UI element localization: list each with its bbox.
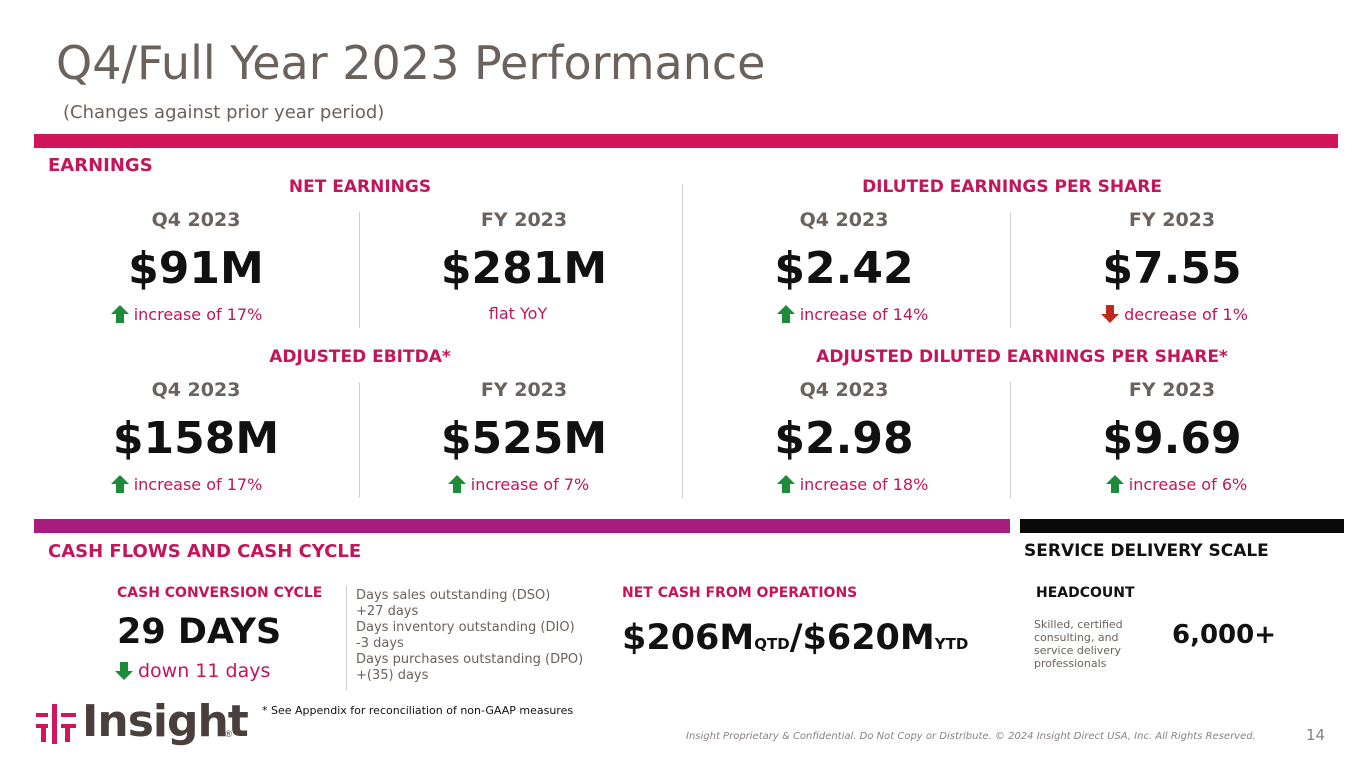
insight-logo: Insight ® bbox=[36, 696, 249, 754]
ytd-value: $620M bbox=[802, 618, 935, 658]
diluted-eps-q4-change: increase of 14% bbox=[732, 304, 972, 324]
qtd-suffix: QTD bbox=[754, 635, 790, 653]
ccc-change: down 11 days bbox=[114, 660, 270, 682]
service-section-label: SERVICE DELIVERY SCALE bbox=[1024, 541, 1269, 561]
net-earnings-q4-change: increase of 17% bbox=[66, 304, 306, 324]
net-earnings-heading: NET EARNINGS bbox=[288, 177, 432, 197]
net-earnings-fy-value: $281M bbox=[440, 243, 608, 294]
diluted-eps-q4-period: Q4 2023 bbox=[799, 209, 889, 231]
page-number: 14 bbox=[1306, 726, 1326, 744]
ebitda-fy-value: $525M bbox=[440, 413, 608, 464]
diluted-eps-heading: DILUTED EARNINGS PER SHARE bbox=[862, 177, 1162, 197]
top-accent-bar bbox=[34, 134, 1338, 148]
net-earnings-fy-period: FY 2023 bbox=[480, 209, 568, 231]
page-title: Q4/Full Year 2023 Performance bbox=[56, 36, 766, 90]
adj-eps-q4-period: Q4 2023 bbox=[799, 379, 889, 401]
ytd-suffix: YTD bbox=[934, 635, 969, 653]
ebitda-q4-period: Q4 2023 bbox=[151, 379, 241, 401]
change-text: down 11 days bbox=[138, 660, 271, 682]
net-cash-ops-value: $206MQTD/$620MYTD bbox=[622, 618, 968, 658]
divider bbox=[359, 212, 360, 328]
net-earnings-q4-period: Q4 2023 bbox=[151, 209, 241, 231]
arrow-up-icon bbox=[776, 304, 796, 324]
ebitda-q4-value: $158M bbox=[112, 413, 280, 464]
adj-eps-fy-change: increase of 6% bbox=[1056, 474, 1296, 494]
adj-eps-fy-period: FY 2023 bbox=[1128, 379, 1216, 401]
page-subtitle: (Changes against prior year period) bbox=[63, 102, 385, 123]
change-text: flat YoY bbox=[488, 304, 548, 323]
adj-eps-q4-value: $2.98 bbox=[774, 413, 914, 464]
ebitda-q4-change: increase of 17% bbox=[66, 474, 306, 494]
change-text: increase of 14% bbox=[799, 304, 929, 324]
arrow-down-icon bbox=[114, 661, 134, 681]
ccc-label: CASH CONVERSION CYCLE bbox=[117, 585, 323, 601]
divider bbox=[346, 586, 347, 690]
headcount-description: Skilled, certified consulting, and servi… bbox=[1034, 618, 1123, 670]
cash-section-bar bbox=[34, 519, 1010, 533]
arrow-up-icon bbox=[110, 474, 130, 494]
earnings-section-label: EARNINGS bbox=[48, 155, 153, 176]
change-text: increase of 17% bbox=[133, 474, 263, 494]
cash-section-label: CASH FLOWS AND CASH CYCLE bbox=[48, 541, 362, 562]
adj-eps-fy-value: $9.69 bbox=[1102, 413, 1242, 464]
diluted-eps-q4-value: $2.42 bbox=[774, 243, 914, 294]
net-cash-ops-label: NET CASH FROM OPERATIONS bbox=[622, 585, 858, 601]
divider bbox=[1010, 382, 1011, 498]
net-earnings-q4-value: $91M bbox=[128, 243, 264, 294]
qtd-value: $206M bbox=[622, 618, 755, 658]
legal-disclaimer: Insight Proprietary & Confidential. Do N… bbox=[686, 731, 1256, 742]
service-section-bar bbox=[1020, 519, 1344, 533]
divider bbox=[359, 382, 360, 498]
diluted-eps-fy-period: FY 2023 bbox=[1128, 209, 1216, 231]
adj-eps-q4-change: increase of 18% bbox=[732, 474, 972, 494]
registered-mark: ® bbox=[224, 730, 233, 740]
adjusted-ebitda-heading: ADJUSTED EBITDA* bbox=[269, 347, 451, 367]
change-text: increase of 18% bbox=[799, 474, 929, 494]
footnote: * See Appendix for reconciliation of non… bbox=[262, 704, 574, 717]
diluted-eps-fy-change: decrease of 1% bbox=[1054, 304, 1294, 324]
ebitda-fy-change: increase of 7% bbox=[398, 474, 638, 494]
insight-logo-icon bbox=[36, 704, 76, 744]
change-text: increase of 7% bbox=[470, 474, 590, 494]
diluted-eps-fy-value: $7.55 bbox=[1102, 243, 1242, 294]
center-divider bbox=[682, 184, 683, 498]
headcount-value: 6,000+ bbox=[1172, 620, 1277, 650]
change-text: decrease of 1% bbox=[1124, 304, 1248, 324]
adjusted-diluted-eps-heading: ADJUSTED DILUTED EARNINGS PER SHARE* bbox=[816, 347, 1228, 367]
divider bbox=[1010, 212, 1011, 328]
change-text: increase of 17% bbox=[133, 304, 263, 324]
arrow-up-icon bbox=[1105, 474, 1125, 494]
separator: / bbox=[789, 618, 803, 658]
ccc-value: 29 DAYS bbox=[117, 612, 282, 652]
ccc-details: Days sales outstanding (DSO) +27 days Da… bbox=[356, 588, 584, 683]
net-earnings-fy-change: flat YoY bbox=[398, 304, 638, 323]
arrow-up-icon bbox=[776, 474, 796, 494]
headcount-label: HEADCOUNT bbox=[1036, 585, 1135, 601]
insight-logo-text: Insight bbox=[82, 696, 249, 747]
arrow-down-icon bbox=[1100, 304, 1120, 324]
arrow-up-icon bbox=[110, 304, 130, 324]
change-text: increase of 6% bbox=[1128, 474, 1248, 494]
ebitda-fy-period: FY 2023 bbox=[480, 379, 568, 401]
arrow-up-icon bbox=[447, 474, 467, 494]
